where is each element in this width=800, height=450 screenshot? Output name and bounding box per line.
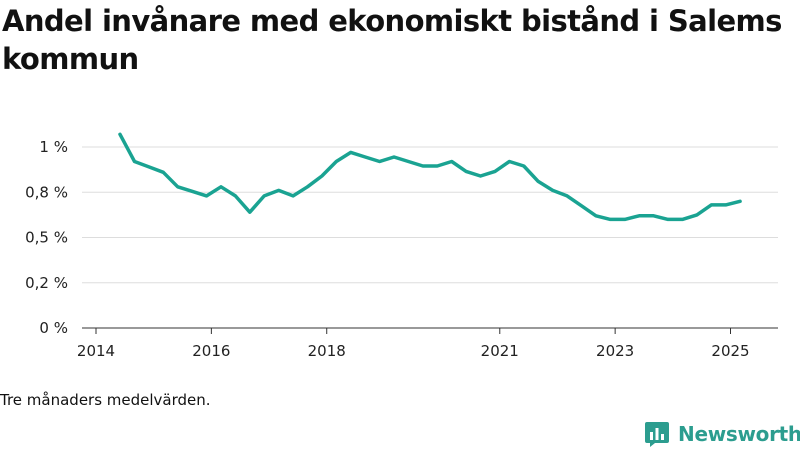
y-tick-label: 0,5 % bbox=[25, 229, 68, 247]
x-tick-label: 2023 bbox=[596, 342, 634, 360]
y-tick-label: 0,2 % bbox=[25, 274, 68, 292]
y-tick-label: 1 % bbox=[39, 138, 68, 156]
y-tick-label: 0 % bbox=[39, 319, 68, 337]
series-line bbox=[118, 132, 742, 222]
footnote: Tre månaders medelvärden. bbox=[0, 391, 211, 409]
newsworthy-icon bbox=[645, 422, 669, 447]
line-chart: 0 %0,2 %0,5 %0,8 %1 % 2014 2016 2018 2021 20… bbox=[25, 132, 778, 360]
x-tick-label: 2016 bbox=[192, 342, 230, 360]
chart-title: Andel invånare med ekonomiskt bistånd i … bbox=[2, 4, 782, 76]
y-axis-labels: 0 % 0,2 % 0,5 % 0,8 % 1 % bbox=[25, 138, 68, 337]
brand-name: Newsworthy bbox=[678, 422, 800, 446]
gridlines bbox=[82, 146, 778, 284]
x-tick-label: 2025 bbox=[711, 342, 749, 360]
x-tick-label: 2018 bbox=[308, 342, 346, 360]
y-tick-label: 0,8 % bbox=[25, 183, 68, 201]
x-tick-label: 2021 bbox=[481, 342, 519, 360]
x-tick-label: 2014 bbox=[77, 342, 115, 360]
x-axis-labels: 2014 2016 2018 2021 2023 2025 bbox=[77, 342, 750, 360]
newsworthy-logo: Newsworthy bbox=[644, 420, 800, 448]
series bbox=[118, 132, 742, 222]
x-axis bbox=[82, 327, 778, 334]
